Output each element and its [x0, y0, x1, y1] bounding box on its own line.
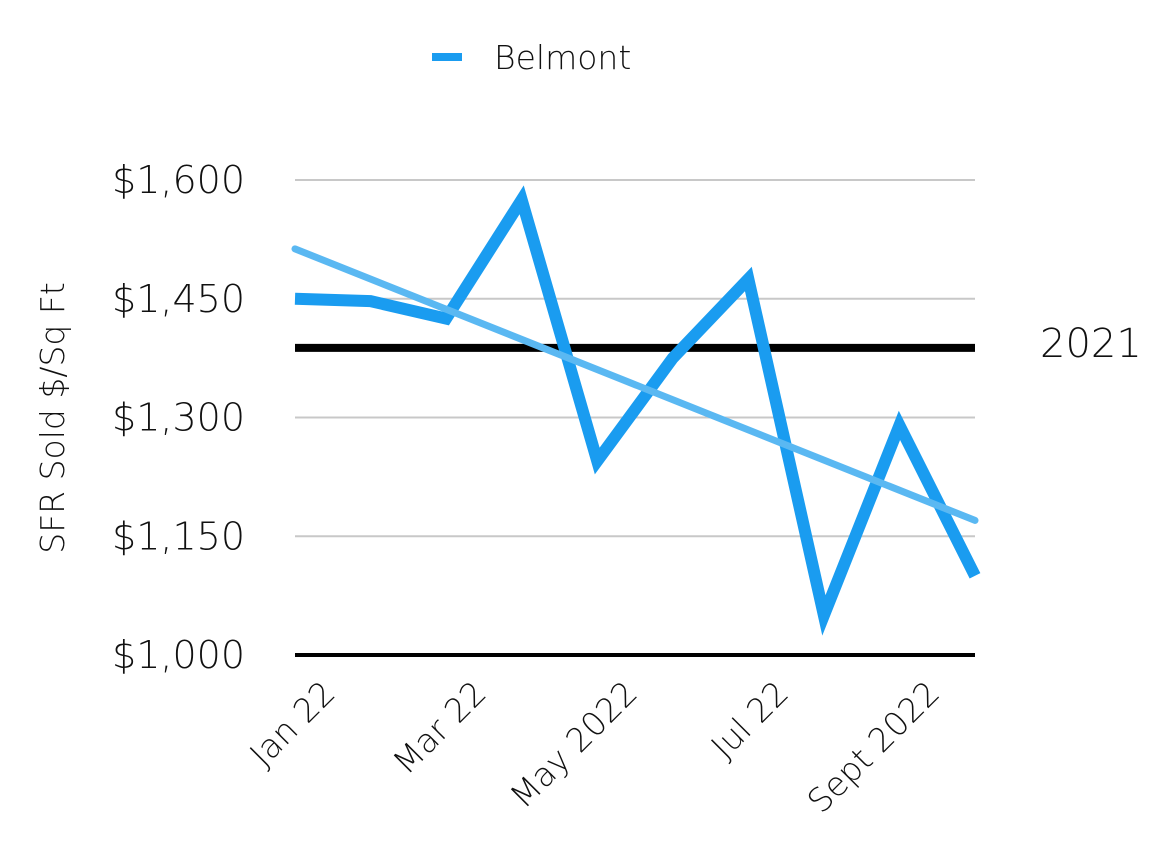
- y-tick-label: $1,300: [112, 396, 245, 440]
- y-tick-label: $1,450: [112, 277, 245, 321]
- legend: Belmont: [432, 38, 631, 77]
- x-tick-label: Jul 22: [703, 673, 796, 766]
- reference-line-group: 2021: [295, 321, 1142, 367]
- y-axis-title: SFR Sold $/Sq Ft: [33, 282, 72, 554]
- trendline: [291, 245, 979, 524]
- x-axis-ticks: Jan 22 Mar 22 May 2022 Jul 22 Sept 2022: [242, 673, 947, 821]
- x-tick-label: Jan 22: [242, 673, 343, 774]
- trendline-group: [291, 245, 979, 524]
- x-tick-label: May 2022: [502, 673, 645, 816]
- y-axis-ticks: $1,000 $1,150 $1,300 $1,450 $1,600: [112, 158, 245, 677]
- y-tick-label: $1,000: [112, 633, 245, 677]
- y-tick-label: $1,600: [112, 158, 245, 202]
- series-group: [294, 185, 981, 636]
- legend-label: Belmont: [494, 38, 631, 77]
- reference-line-label: 2021: [1040, 321, 1142, 367]
- series-line: [294, 185, 981, 636]
- y-tick-label: $1,150: [112, 514, 245, 558]
- x-tick-label: Sept 2022: [800, 673, 948, 821]
- x-tick-label: Mar 22: [385, 673, 494, 782]
